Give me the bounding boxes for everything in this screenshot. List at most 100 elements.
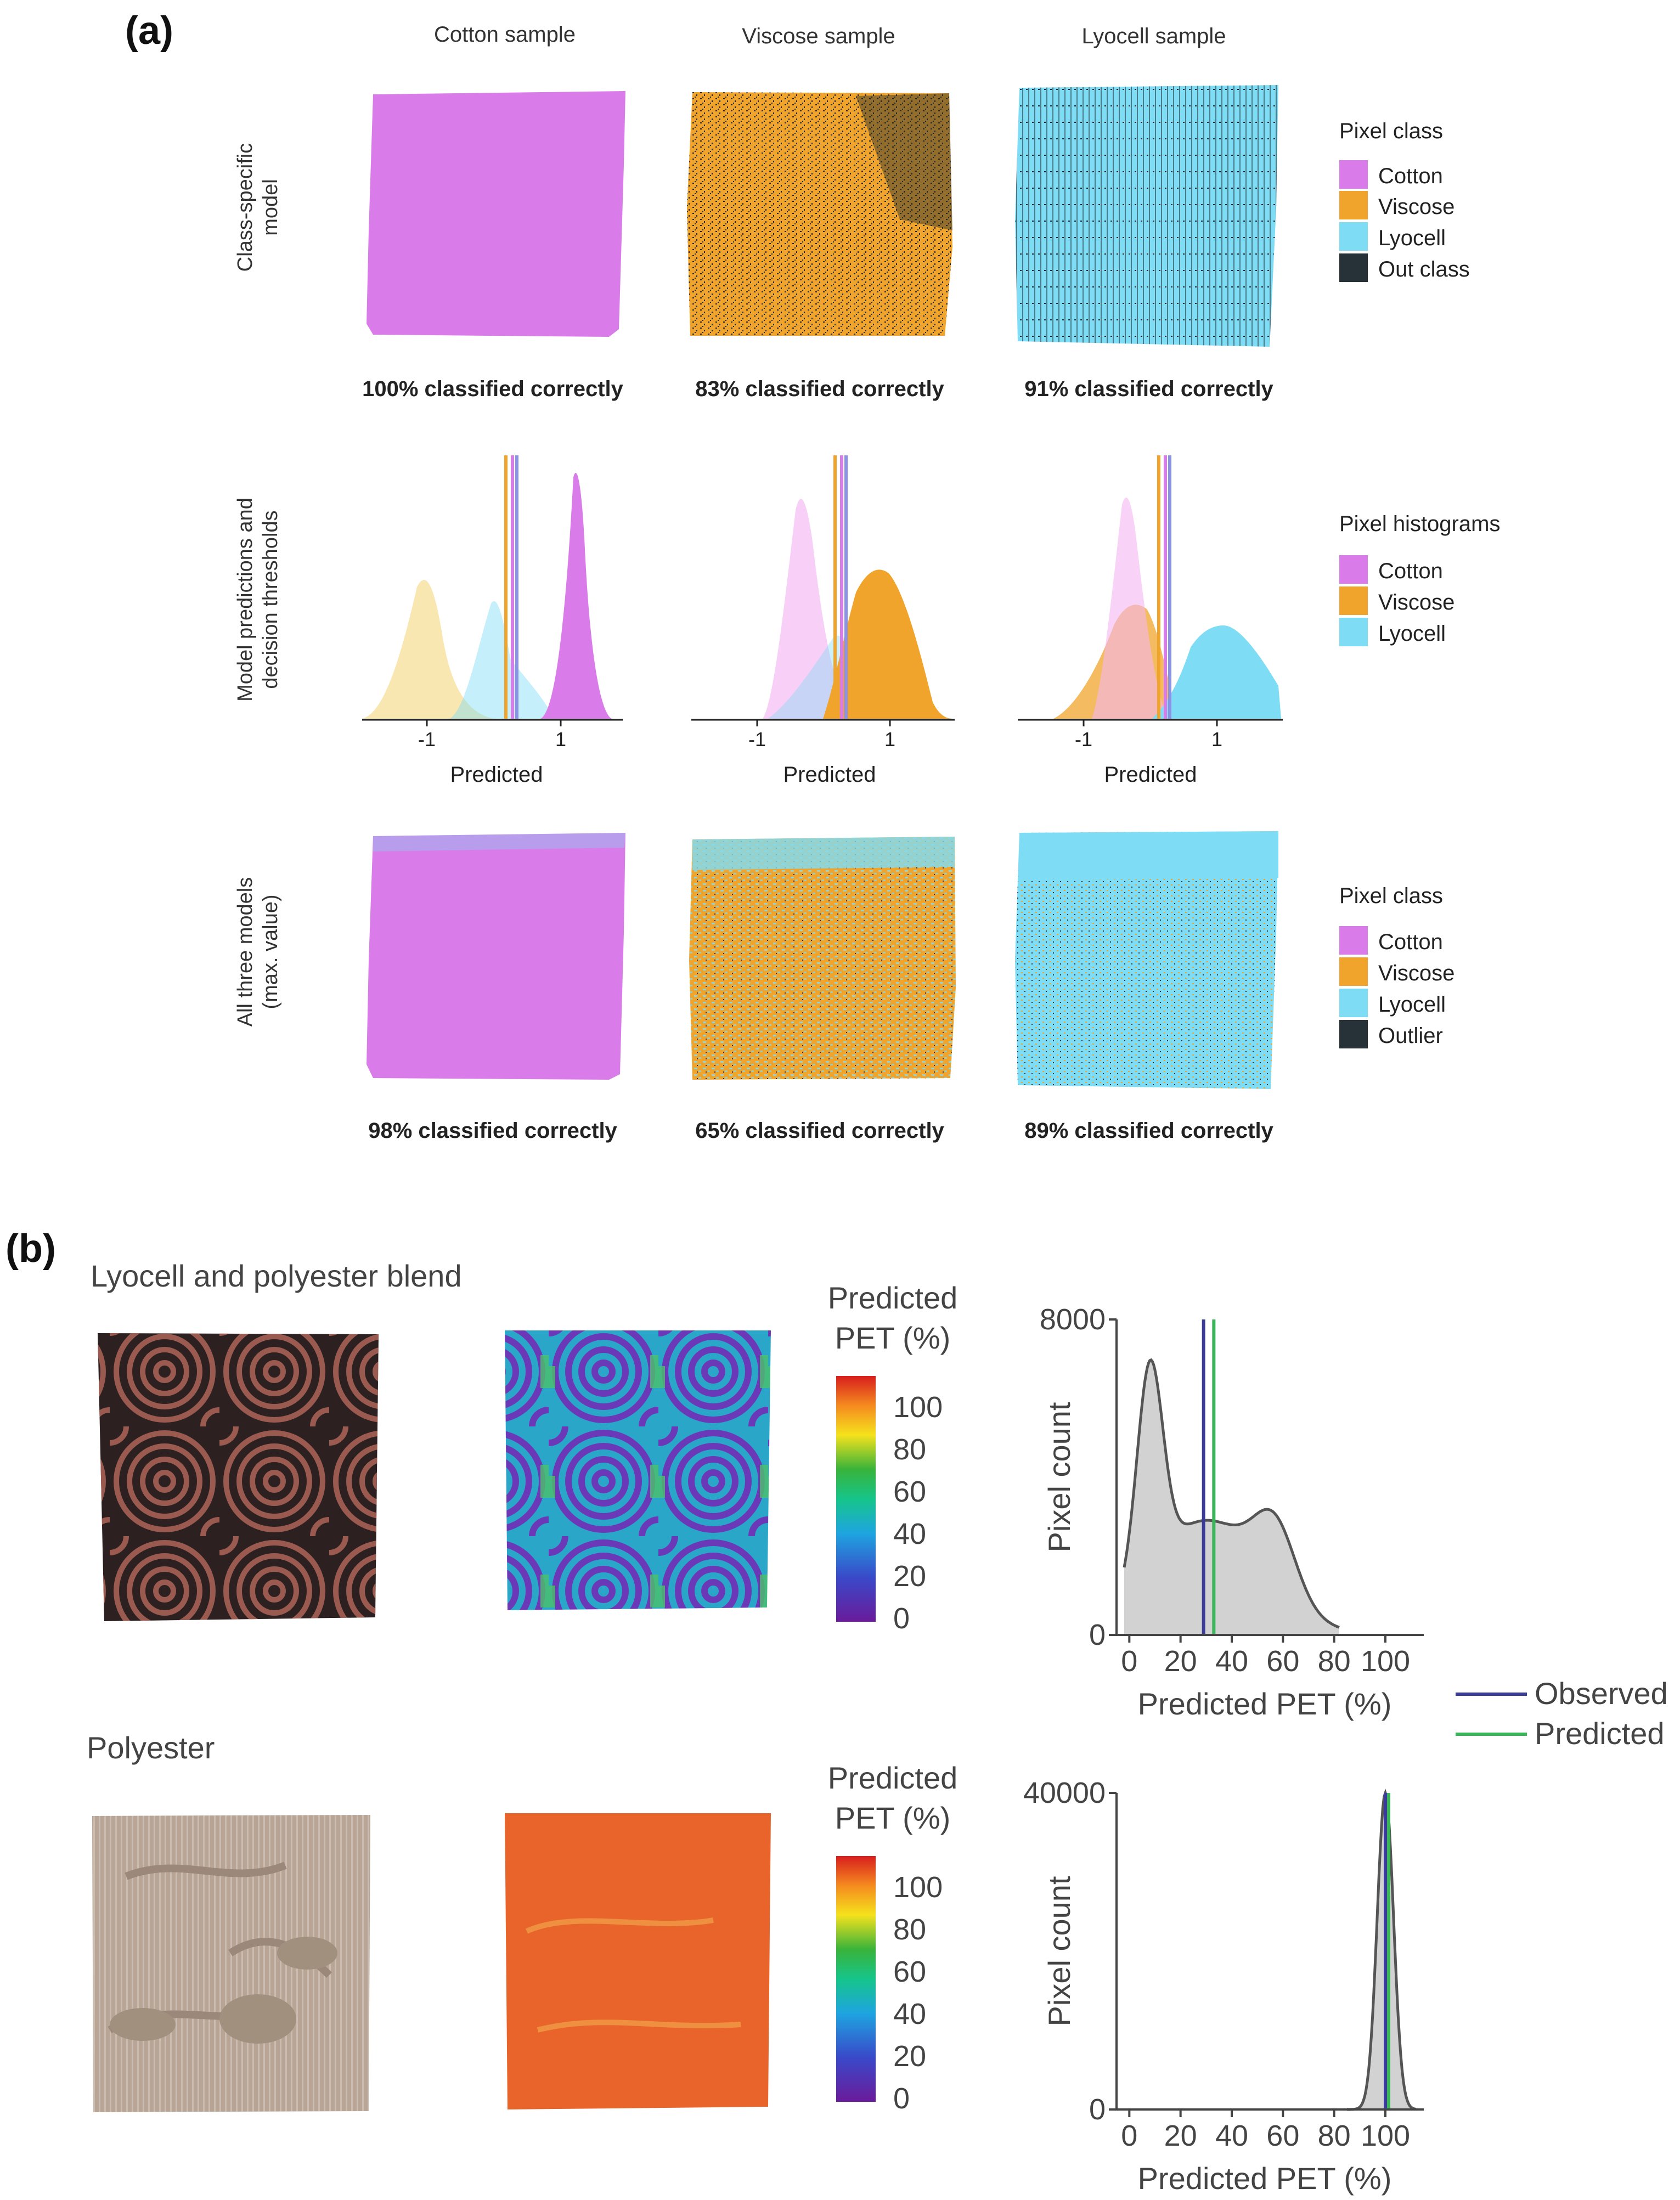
legend-swatch-viscose	[1339, 191, 1368, 219]
histogram-area	[1124, 1360, 1339, 1635]
map-cotton-class-specific	[367, 91, 625, 337]
colorbar-tick: 60	[893, 1955, 926, 1988]
legend-title: Pixel class	[1339, 884, 1443, 908]
legend-pixel-class-row3: Pixel class Cotton Viscose Lyocell Outli…	[1339, 884, 1455, 1048]
legend-pixel-class-row1: Pixel class Cotton Viscose Lyocell Out c…	[1339, 119, 1470, 282]
x-tick-label: 0	[1121, 2119, 1137, 2152]
legend-label-lyocell: Lyocell	[1378, 622, 1446, 646]
legend-swatch-cotton	[1339, 926, 1368, 955]
row-label-line: Model predictions and	[234, 498, 257, 702]
panel-a-label: (a)	[125, 9, 173, 53]
accuracy-viscose-class-specific: 83% classified correctly	[695, 377, 944, 401]
x-tick-label: 100	[1361, 2119, 1410, 2152]
density-curve	[1347, 1788, 1417, 2111]
legend-swatch-viscose	[1339, 957, 1368, 986]
row-label-line: model	[259, 179, 282, 236]
hist-area-cotton	[1092, 498, 1169, 719]
legend-swatch-cotton	[1339, 555, 1368, 584]
x-tick-label: 60	[1266, 2119, 1299, 2152]
hist-area-viscose	[823, 569, 955, 719]
colorbar-tick: 20	[893, 1560, 926, 1593]
legend-label-observed: Observed	[1535, 1676, 1668, 1711]
legend-title: Pixel histograms	[1339, 512, 1500, 536]
row-label-line: All three models	[234, 877, 257, 1026]
colorbar-tick: 40	[893, 1998, 926, 2030]
y-axis-label: Pixel count	[1042, 1876, 1076, 2026]
legend-label-cotton: Cotton	[1378, 559, 1443, 583]
legend-label-out-class: Out class	[1378, 257, 1470, 281]
x-tick-label: 1	[555, 728, 566, 751]
accuracy-cotton-class-specific: 100% classified correctly	[362, 377, 624, 401]
hist-area-lyocell	[1152, 625, 1281, 719]
x-tick-label: 80	[1318, 2119, 1351, 2152]
colorbar-tick: 60	[893, 1475, 926, 1508]
row-title-blend: Lyocell and polyester blend	[91, 1259, 462, 1293]
accuracy-lyocell-class-specific: 91% classified correctly	[1024, 377, 1273, 401]
x-tick-label: 60	[1266, 1645, 1299, 1678]
row-label-line: Class-specific	[234, 143, 257, 272]
legend-swatch-lyocell	[1339, 989, 1368, 1017]
legend-swatch-lyocell	[1339, 618, 1368, 646]
column-title-lyocell: Lyocell sample	[1081, 24, 1226, 48]
map-lyocell-all-models	[1015, 831, 1278, 1089]
legend-label-cotton: Cotton	[1378, 164, 1443, 188]
colorbar-blend: Predicted PET (%) 100 80 60 40 20 0	[828, 1280, 958, 1635]
colorbar-tick: 100	[893, 1871, 943, 1904]
row-label-predictions: Model predictions and decision threshold…	[234, 498, 282, 702]
x-axis-label: Predicted PET (%)	[1138, 2161, 1392, 2196]
row-label-class-specific: Class-specific model	[234, 143, 282, 272]
legend-label-lyocell: Lyocell	[1378, 226, 1446, 250]
legend-label-viscose: Viscose	[1378, 961, 1455, 985]
accuracy-viscose-all-models: 65% classified correctly	[695, 1119, 944, 1143]
hist-area-cotton	[763, 499, 856, 719]
legend-label-viscose: Viscose	[1378, 195, 1455, 219]
legend-title: Pixel class	[1339, 119, 1443, 143]
colorbar-title: Predicted	[828, 1761, 958, 1795]
x-tick-label: 0	[1121, 1645, 1137, 1678]
pet-histogram-polyester: 0 40000 0 20 40 60 80 100 Predicted PET (%) Pixel…	[1023, 1776, 1424, 2196]
colorbar-tick: 100	[893, 1391, 943, 1424]
colorbar-polyester: Predicted PET (%) 100 80 60 40 20 0	[828, 1761, 958, 2115]
colorbar-title: Predicted	[828, 1280, 958, 1315]
colorbar-tick: 80	[893, 1433, 926, 1466]
polyester-fabric-photo	[92, 1815, 370, 2112]
accuracy-cotton-all-models: 98% classified correctly	[368, 1119, 617, 1143]
density-curve	[1123, 1358, 1340, 1629]
legend-swatch-viscose	[1339, 586, 1368, 615]
x-axis-label: Predicted PET (%)	[1138, 1686, 1392, 1721]
accuracy-lyocell-all-models: 89% classified correctly	[1024, 1119, 1273, 1143]
legend-swatch-outlier	[1339, 1020, 1368, 1048]
x-tick-label: -1	[418, 728, 436, 751]
x-axis-label: Predicted	[1104, 763, 1197, 787]
map-viscose-class-specific	[687, 92, 952, 336]
hist-area-lyocell	[450, 601, 554, 719]
hist-area-cotton	[540, 472, 612, 719]
map-lyocell-class-specific	[1015, 85, 1278, 347]
y-tick-label: 40000	[1023, 1776, 1106, 1809]
colorbar-tick: 0	[893, 2082, 910, 2115]
x-tick-label: 20	[1164, 1645, 1197, 1678]
map-cotton-all-models	[367, 833, 625, 1080]
legend-swatch-lyocell	[1339, 222, 1368, 251]
x-tick-label: 80	[1318, 1645, 1351, 1678]
column-title-cotton: Cotton sample	[434, 22, 576, 47]
colorbar-gradient	[836, 1376, 876, 1622]
y-tick-label: 0	[1089, 2093, 1106, 2126]
legend-observed-predicted: Observed Predicted	[1456, 1676, 1668, 1751]
x-tick-label: 20	[1164, 2119, 1197, 2152]
legend-pixel-histograms: Pixel histograms Cotton Viscose Lyocell	[1339, 512, 1500, 646]
legend-swatch-out-class	[1339, 253, 1368, 282]
row-title-polyester: Polyester	[87, 1730, 215, 1765]
x-tick-label: 40	[1215, 2119, 1248, 2152]
x-tick-label: 40	[1215, 1645, 1248, 1678]
pet-histogram-blend: 0 8000 0 20 40 60 80 100 Predicted PET (%) Pixel …	[1040, 1303, 1424, 1721]
map-viscose-all-models	[689, 837, 956, 1080]
x-tick-label: 100	[1361, 1645, 1410, 1678]
blend-pet-map	[505, 1330, 771, 1610]
polyester-pet-map	[505, 1813, 771, 2109]
x-tick-label: -1	[1075, 728, 1092, 751]
blend-fabric-photo	[98, 1333, 379, 1621]
colorbar-tick: 40	[893, 1518, 926, 1550]
legend-label-outlier: Outlier	[1378, 1024, 1443, 1048]
